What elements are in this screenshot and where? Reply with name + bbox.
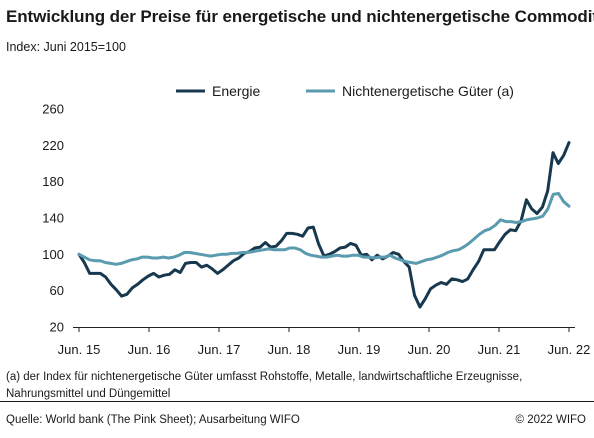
x-tick-label: Jun. 19 [338, 342, 381, 357]
chart-title: Entwicklung der Preise für energetische … [6, 7, 594, 26]
footnote: (a) der Index für nichtenergetische Güte… [6, 371, 523, 400]
x-tick-label: Jun. 17 [198, 342, 241, 357]
x-tick-label: Jun. 16 [128, 342, 171, 357]
footer-divider [0, 401, 594, 402]
y-tick-label: 100 [42, 247, 64, 262]
y-tick-label: 20 [50, 320, 64, 335]
chart-subtitle: Index: Juni 2015=100 [6, 40, 126, 54]
y-tick-label: 60 [50, 283, 64, 298]
y-tick-label: 220 [42, 138, 64, 153]
legend-label: Energie [212, 83, 260, 99]
x-tick-label: Jun. 22 [548, 342, 591, 357]
copyright-note: © 2022 WIFO [515, 414, 586, 426]
line-chart: 20 60 100 140 180 220 260 Jun. 15 Jun. 16 Jun. 17… [42, 83, 591, 357]
x-tick-label: Jun. 15 [58, 342, 101, 357]
y-tick-label: 140 [42, 211, 64, 226]
y-tick-label: 260 [42, 102, 64, 117]
x-tick-label: Jun. 20 [408, 342, 451, 357]
source-note: Quelle: World bank (The Pink Sheet); Aus… [6, 414, 300, 426]
y-tick-label: 180 [42, 174, 64, 189]
x-tick-label: Jun. 21 [478, 342, 521, 357]
x-tick-label: Jun. 18 [268, 342, 311, 357]
series-line-nichtenergie [77, 192, 571, 266]
legend-label: Nichtenergetische Güter (a) [342, 83, 514, 99]
